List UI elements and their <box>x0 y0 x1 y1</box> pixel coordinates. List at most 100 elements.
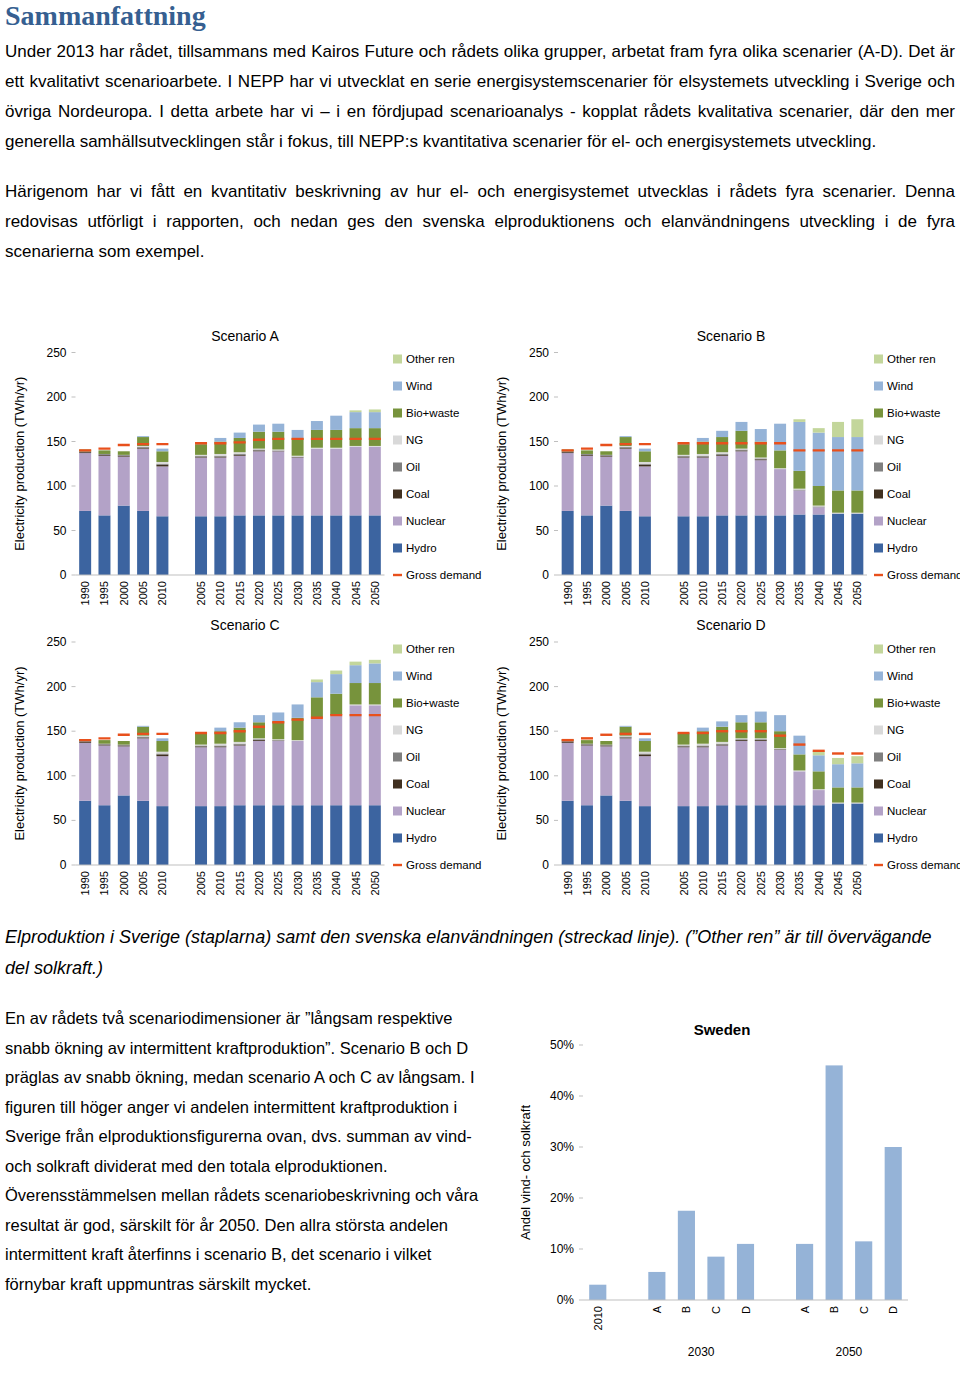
bar <box>755 740 767 742</box>
bar <box>330 716 342 717</box>
bar <box>851 437 863 490</box>
bar <box>697 516 709 575</box>
bar <box>118 741 130 745</box>
chart-title: Scenario A <box>211 328 279 344</box>
bar <box>272 740 284 741</box>
bar <box>137 725 149 727</box>
bar <box>118 455 130 457</box>
bar <box>214 456 226 458</box>
bar <box>600 741 612 742</box>
legend: Other renWindBio+wasteNGOilCoalNuclearHy… <box>874 643 960 871</box>
tick <box>554 686 558 687</box>
demand-dash <box>735 730 747 732</box>
bar <box>350 705 362 805</box>
bar <box>639 754 651 756</box>
bar <box>330 716 342 805</box>
legend-label: Coal <box>406 488 430 500</box>
marks <box>79 660 381 865</box>
bar <box>311 805 323 865</box>
demand-dash <box>697 442 709 444</box>
category-label: C <box>710 1306 722 1314</box>
demand-dash <box>272 438 284 440</box>
legend-swatch <box>393 699 402 708</box>
legend-label: Bio+waste <box>887 697 940 709</box>
tick <box>554 441 558 442</box>
chart: 0501001502002501990199520002005201020052… <box>494 617 960 895</box>
bar <box>98 454 110 456</box>
bar <box>272 423 284 424</box>
legend-swatch <box>874 780 883 789</box>
bar <box>678 1211 695 1300</box>
demand-dash <box>678 732 690 734</box>
title: Sammanfattning <box>5 0 206 32</box>
bar <box>774 469 786 470</box>
bar <box>755 741 767 805</box>
demand-dash <box>253 726 265 728</box>
bar <box>292 704 304 717</box>
chart-title: Scenario B <box>697 328 765 344</box>
bar <box>562 741 574 743</box>
bar <box>369 705 381 805</box>
legend-label: Hydro <box>887 542 918 554</box>
bar <box>600 451 612 455</box>
marks <box>79 409 381 575</box>
tick <box>579 1198 583 1199</box>
bar <box>234 456 246 516</box>
tick-label: 40% <box>550 1089 574 1103</box>
bar <box>98 740 110 741</box>
bar <box>98 450 110 454</box>
category-label: 2010 <box>156 581 168 605</box>
bar <box>292 430 304 438</box>
category-label: B <box>680 1306 692 1313</box>
category-label: 2010 <box>214 871 226 895</box>
bar <box>330 415 342 416</box>
bar <box>330 694 342 715</box>
bar <box>793 771 805 772</box>
bar <box>98 740 110 744</box>
legend-swatch <box>393 834 402 843</box>
category-label: 2040 <box>813 871 825 895</box>
demand-dash <box>716 730 728 732</box>
bar <box>793 490 805 514</box>
bar <box>156 465 168 467</box>
bar <box>272 515 284 575</box>
bar <box>639 466 651 516</box>
bar <box>813 433 825 486</box>
axis-title: Electricity production (TWh/yr) <box>12 666 27 840</box>
demand-dash <box>369 438 381 440</box>
bar <box>214 727 226 728</box>
bar <box>813 805 825 865</box>
legend-label: Coal <box>406 778 430 790</box>
bar <box>272 450 284 451</box>
category-label: 1995 <box>98 581 110 605</box>
bar <box>813 507 825 514</box>
legend-swatch <box>874 436 883 445</box>
tick <box>72 575 76 576</box>
bar <box>697 746 709 748</box>
bar <box>272 450 284 451</box>
category-label: 2010 <box>156 871 168 895</box>
bar <box>697 442 709 454</box>
bar <box>98 744 110 746</box>
bar <box>716 437 728 452</box>
legend-swatch <box>874 517 883 526</box>
bar <box>813 486 825 506</box>
bar <box>195 732 207 733</box>
category-label: 2020 <box>735 581 747 605</box>
tick-label: 10% <box>550 1242 574 1256</box>
bar <box>639 738 651 741</box>
category-label: 2040 <box>330 581 342 605</box>
legend-swatch <box>393 463 402 472</box>
bar <box>832 758 844 764</box>
bar <box>851 803 863 804</box>
bar <box>350 446 362 447</box>
bar <box>581 740 593 744</box>
bar <box>735 422 747 431</box>
demand-dash <box>562 449 574 451</box>
bar <box>234 454 246 456</box>
bar <box>156 466 168 516</box>
bar <box>253 715 265 722</box>
bar <box>793 422 805 471</box>
chart: 0501001502002501990199520002005201020052… <box>12 617 481 895</box>
axis-line <box>76 575 385 576</box>
